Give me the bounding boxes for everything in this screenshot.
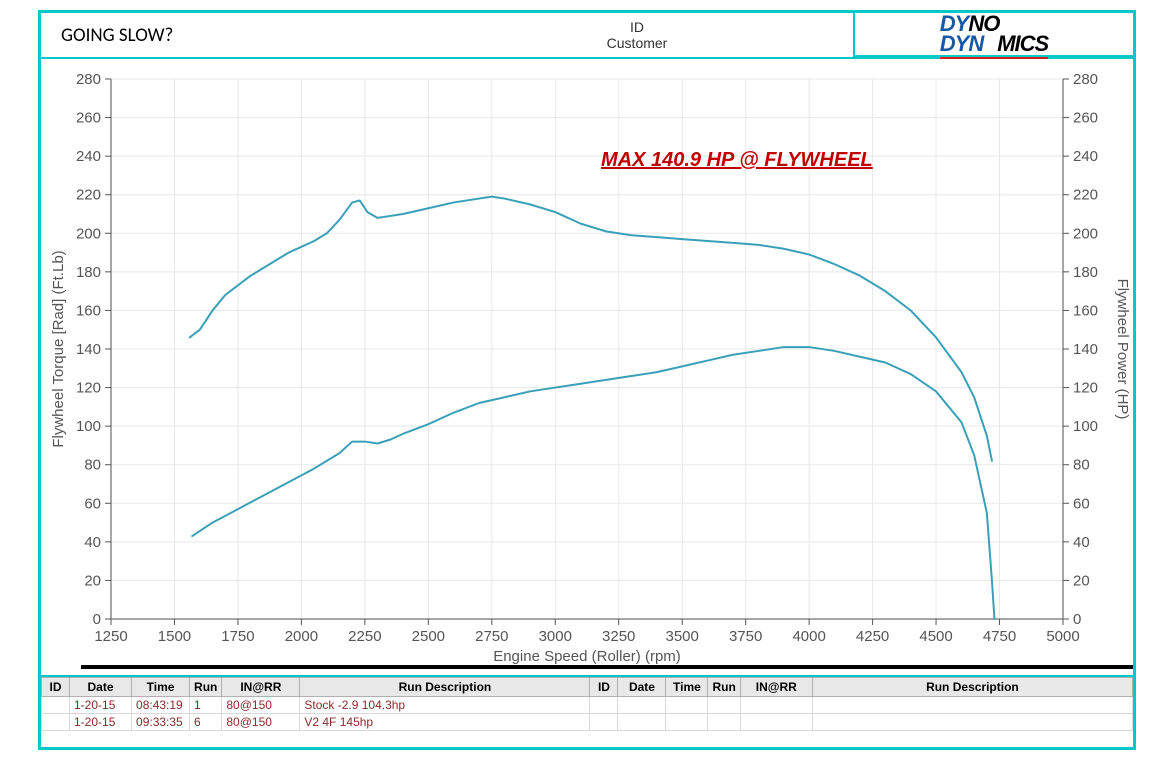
svg-text:240: 240: [1073, 148, 1098, 165]
svg-text:180: 180: [76, 264, 101, 281]
svg-text:20: 20: [84, 572, 101, 589]
header-id-label: ID: [630, 19, 644, 35]
svg-text:120: 120: [1073, 380, 1098, 397]
svg-text:100: 100: [76, 418, 101, 435]
svg-text:Flywheel Power (HP): Flywheel Power (HP): [1114, 279, 1131, 420]
svg-text:4500: 4500: [919, 628, 952, 645]
dyno-chart: 1250150017502000225025002750300032503500…: [41, 59, 1133, 677]
svg-text:2250: 2250: [348, 628, 381, 645]
svg-text:1250: 1250: [94, 628, 127, 645]
svg-text:3000: 3000: [539, 628, 572, 645]
runs-col-header: Run Description: [812, 678, 1132, 697]
svg-text:80: 80: [84, 457, 101, 474]
report-header: GOING SLOW? ID Customer DYNO DYNMICS: [41, 13, 1133, 59]
svg-text:0: 0: [1073, 611, 1081, 628]
svg-text:1750: 1750: [221, 628, 254, 645]
svg-text:0: 0: [93, 611, 101, 628]
runs-col-header: Run Description: [300, 678, 590, 697]
svg-text:120: 120: [76, 380, 101, 397]
svg-text:100: 100: [1073, 418, 1098, 435]
table-row[interactable]: 1-20-1508:43:19180@150Stock -2.9 104.3hp: [42, 697, 1133, 714]
runs-col-header: Time: [666, 678, 708, 697]
svg-text:1500: 1500: [158, 628, 191, 645]
runs-col-header: ID: [590, 678, 618, 697]
svg-text:200: 200: [76, 225, 101, 242]
svg-text:2750: 2750: [475, 628, 508, 645]
runs-col-header: Run: [708, 678, 740, 697]
svg-text:Flywheel Torque [Rad] (Ft.Lb): Flywheel Torque [Rad] (Ft.Lb): [50, 250, 67, 447]
runs-col-header: IN@RR: [740, 678, 812, 697]
svg-text:40: 40: [84, 534, 101, 551]
runs-col-header: Time: [132, 678, 190, 697]
max-hp-annotation: MAX 140.9 HP @ FLYWHEEL: [601, 149, 873, 172]
svg-text:260: 260: [76, 110, 101, 127]
runs-col-header: Run: [190, 678, 222, 697]
runs-table-area: IDDateTimeRunIN@RRRun DescriptionIDDateT…: [41, 677, 1133, 747]
svg-text:240: 240: [76, 148, 101, 165]
runs-col-header: IN@RR: [222, 678, 300, 697]
runs-col-header: Date: [618, 678, 666, 697]
svg-text:140: 140: [1073, 341, 1098, 358]
svg-text:280: 280: [76, 71, 101, 88]
svg-text:3750: 3750: [729, 628, 762, 645]
runs-col-header: ID: [42, 678, 70, 697]
svg-text:200: 200: [1073, 225, 1098, 242]
svg-text:5000: 5000: [1046, 628, 1079, 645]
svg-text:2500: 2500: [412, 628, 445, 645]
svg-text:260: 260: [1073, 110, 1098, 127]
svg-text:60: 60: [84, 495, 101, 512]
svg-text:220: 220: [1073, 187, 1098, 204]
dyno-report-frame: GOING SLOW? ID Customer DYNO DYNMICS 125…: [38, 10, 1136, 750]
svg-text:3250: 3250: [602, 628, 635, 645]
series-torque: [190, 197, 992, 461]
svg-text:160: 160: [76, 302, 101, 319]
dyno-dynamics-logo: DYNO DYNMICS: [853, 13, 1133, 57]
svg-text:160: 160: [1073, 302, 1098, 319]
header-id-block: ID Customer: [421, 13, 853, 57]
svg-text:Engine Speed (Roller) (rpm): Engine Speed (Roller) (rpm): [493, 648, 681, 665]
svg-text:60: 60: [1073, 495, 1090, 512]
svg-text:220: 220: [76, 187, 101, 204]
svg-text:3500: 3500: [666, 628, 699, 645]
svg-text:140: 140: [76, 341, 101, 358]
svg-text:20: 20: [1073, 572, 1090, 589]
runs-col-header: Date: [70, 678, 132, 697]
svg-text:2000: 2000: [285, 628, 318, 645]
svg-text:180: 180: [1073, 264, 1098, 281]
runs-table: IDDateTimeRunIN@RRRun DescriptionIDDateT…: [41, 677, 1133, 731]
svg-text:280: 280: [1073, 71, 1098, 88]
header-customer-label: Customer: [607, 35, 668, 51]
table-row[interactable]: 1-20-1509:33:35680@150V2 4F 145hp: [42, 714, 1133, 731]
svg-text:4750: 4750: [983, 628, 1016, 645]
svg-text:80: 80: [1073, 457, 1090, 474]
report-title: GOING SLOW?: [41, 13, 421, 57]
svg-text:4000: 4000: [792, 628, 825, 645]
svg-text:4250: 4250: [856, 628, 889, 645]
svg-text:40: 40: [1073, 534, 1090, 551]
